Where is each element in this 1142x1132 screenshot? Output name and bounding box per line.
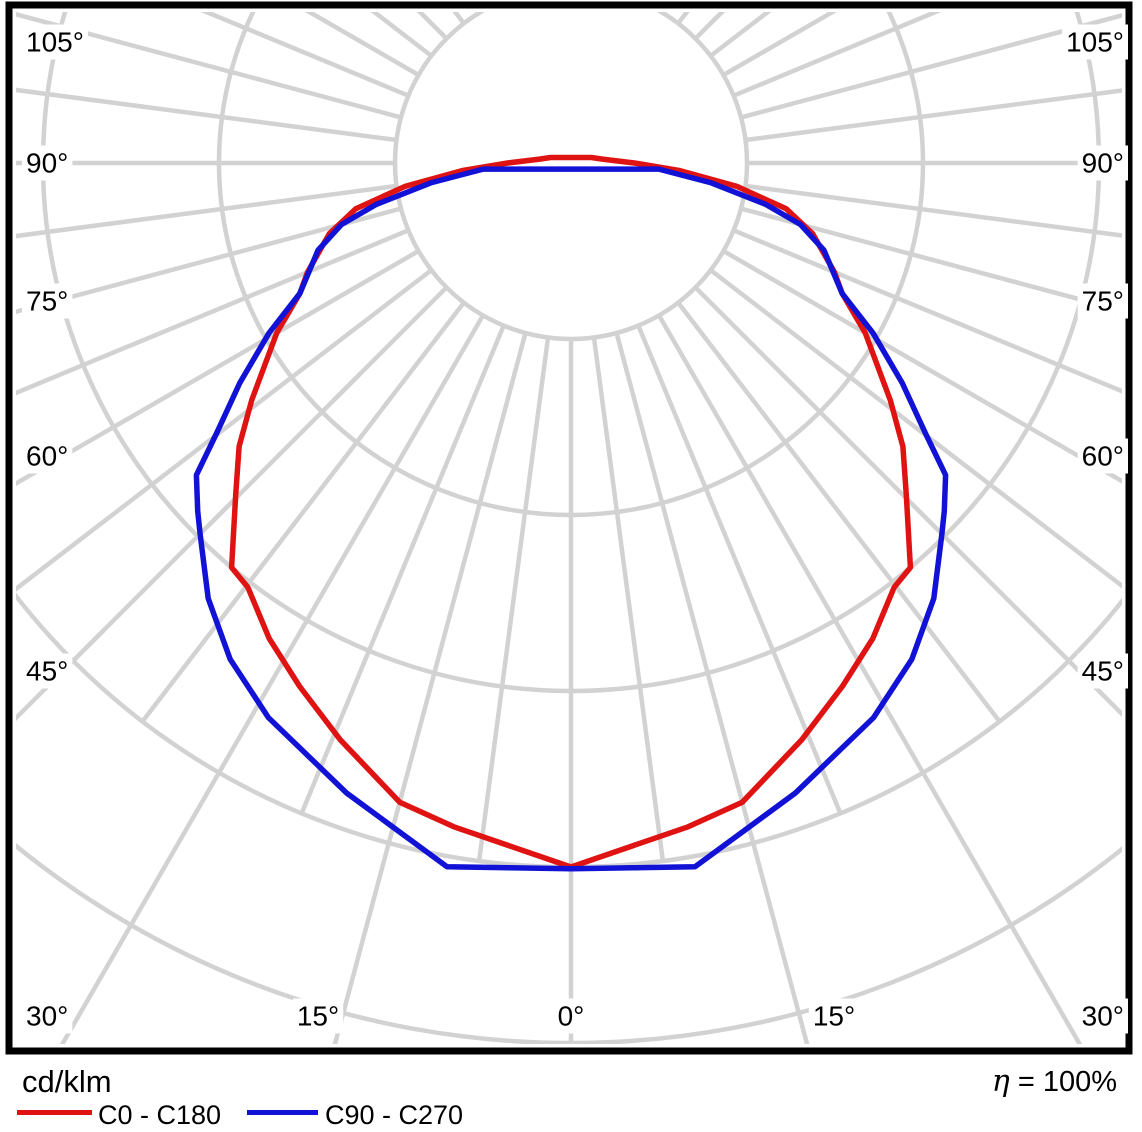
gamma-label-105°: 105°: [1066, 27, 1124, 58]
minor-spoke-112.5deg: [732, 12, 942, 98]
plot-frame: [5, 1, 1133, 1055]
gamma-label-75°: 75°: [26, 286, 68, 317]
minor-spoke-37.5deg: [676, 301, 1002, 723]
minor-spoke--97.5deg: [16, 87, 397, 143]
major-spoke-15deg: [614, 332, 810, 1044]
legend-swatch-c0-c180: [17, 1110, 92, 1115]
gamma-label-30°: 30°: [26, 1001, 68, 1032]
major-spoke-60deg: [722, 249, 1122, 484]
polar-plot: 105° 90° 75° 60° 45° 30° 15° 0° 15° 30° 45° 60° 75° 9…: [5, 1, 1133, 1055]
gamma-label-bg: [1077, 283, 1128, 319]
minor-spoke--52.5deg: [16, 268, 433, 592]
gamma-label-90°: 90°: [26, 148, 68, 179]
gamma-label-bg: [1077, 438, 1128, 474]
gamma-label-45°: 45°: [1082, 656, 1124, 687]
minor-spoke-67.5deg: [732, 228, 1122, 394]
efficiency-label: η = 100%: [992, 1064, 1117, 1099]
minor-spoke--82.5deg: [16, 183, 397, 239]
minor-spoke--7.5deg: [476, 337, 551, 862]
major-spoke--15deg: [332, 332, 528, 1044]
minor-spoke-7.5deg: [591, 337, 666, 862]
legend-label-c0-c180: C0 - C180: [98, 1100, 222, 1130]
eta-value: = 100%: [1009, 1066, 1117, 1098]
gamma-label-bg: [1077, 653, 1128, 689]
gamma-label-bg: [22, 653, 73, 689]
gamma-label-bg: [1062, 24, 1128, 60]
minor-spoke-22.5deg: [636, 324, 843, 815]
gamma-label-15°: 15°: [813, 1001, 855, 1032]
gamma-label-60°: 60°: [26, 441, 68, 472]
minor-spoke--22.5deg: [299, 324, 506, 815]
major-spoke-105deg: [740, 13, 1122, 120]
gamma-label-bg: [1077, 998, 1128, 1034]
gamma-label-45°: 45°: [26, 656, 68, 687]
major-spoke-75deg: [740, 206, 1122, 313]
radial-unit-label: cd/klm: [22, 1064, 112, 1099]
gamma-label-bg: [22, 438, 73, 474]
major-spoke--105deg: [16, 12, 402, 120]
major-spoke--60deg: [16, 249, 420, 487]
gamma-label-30°: 30°: [1082, 1001, 1124, 1032]
major-spoke--30deg: [59, 314, 485, 1044]
eta-symbol: η: [991, 1064, 1010, 1099]
legend-swatch-c90-c270: [247, 1110, 318, 1115]
gamma-label-bg: [22, 145, 73, 181]
gamma-label-bg: [553, 998, 589, 1034]
gamma-label-bg: [1077, 145, 1128, 181]
minor-spoke-82.5deg: [745, 183, 1122, 238]
gamma-label-bg: [22, 998, 73, 1034]
minor-spoke--67.5deg: [16, 228, 410, 396]
major-spoke-45deg: [693, 285, 1122, 718]
legend-label-c90-c270: C90 - C270: [325, 1100, 464, 1130]
minor-spoke-97.5deg: [745, 88, 1122, 143]
gamma-label-bg: [22, 283, 73, 319]
major-spoke-30deg: [657, 314, 1083, 1044]
minor-spoke-52.5deg: [709, 268, 1122, 589]
curve-C90-C270: [193, 166, 949, 872]
gamma-label-bg: [292, 998, 344, 1034]
major-spoke--75deg: [16, 206, 402, 315]
polar-chart-figure: 105° 90° 75° 60° 45° 30° 15° 0° 15° 30° 45° 60° 75° 9…: [5, 1, 1133, 1055]
minor-spoke--37.5deg: [140, 301, 466, 723]
angle-labels: 105° 90° 75° 60° 45° 30° 15° 0° 15° 30° 45° 60° 75° 9…: [22, 24, 1128, 1034]
gamma-label-90°: 90°: [1082, 148, 1124, 179]
gamma-label-15°: 15°: [297, 1001, 339, 1032]
gamma-label-bg: [22, 24, 88, 60]
major-spoke--45deg: [16, 285, 449, 722]
gamma-label-0°: 0°: [558, 1001, 585, 1032]
gamma-label-105°: 105°: [26, 27, 84, 58]
minor-spoke--112.5deg: [200, 12, 410, 98]
gamma-label-bg: [808, 998, 860, 1034]
gamma-label-75°: 75°: [1082, 286, 1124, 317]
gamma-label-60°: 60°: [1082, 441, 1124, 472]
